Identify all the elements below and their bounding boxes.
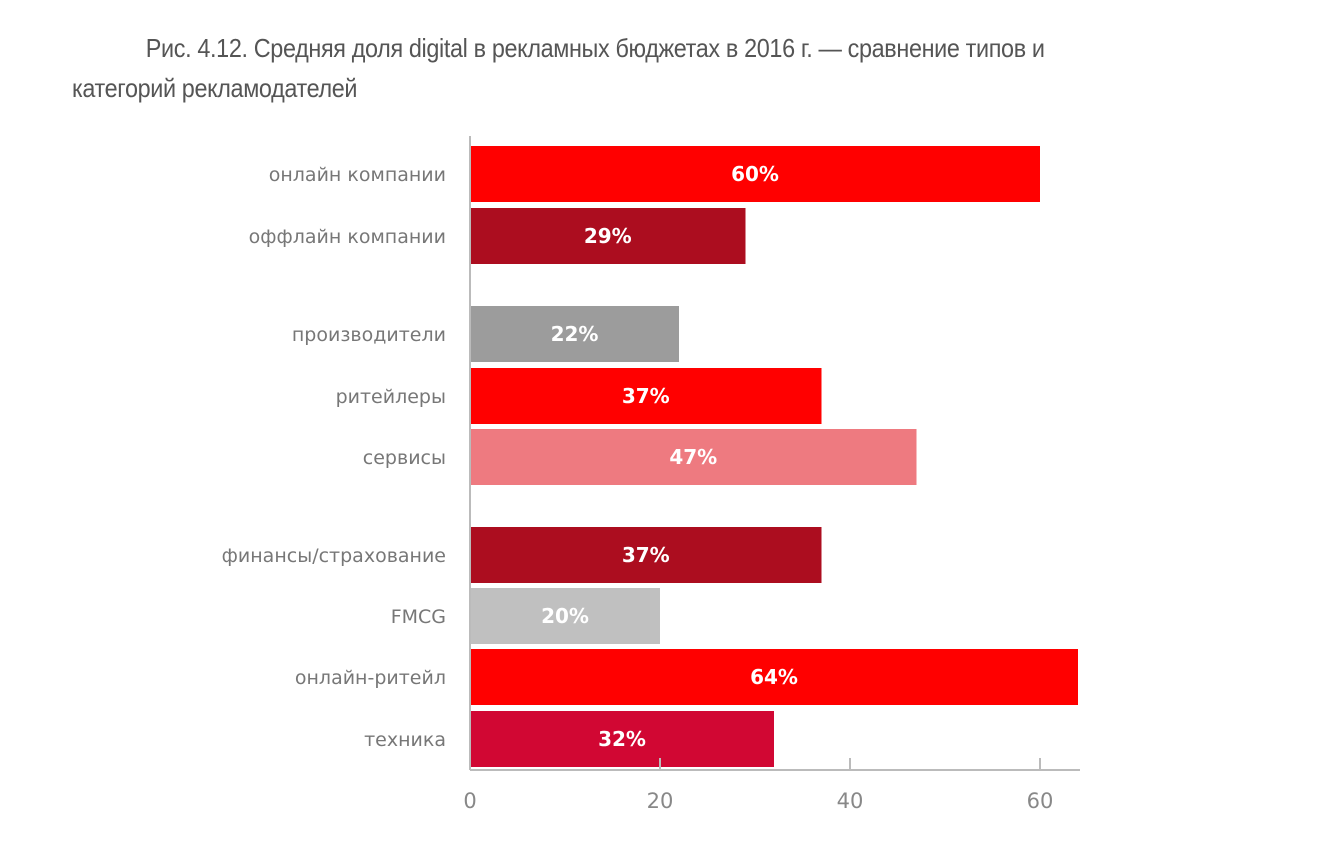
bar-value-label: 32% <box>598 727 646 751</box>
x-tick-label: 40 <box>837 789 864 813</box>
bar <box>470 368 822 424</box>
bar <box>470 306 679 362</box>
category-label: FMCG <box>391 606 446 628</box>
bar-value-label: 29% <box>584 224 632 248</box>
bar <box>470 429 917 485</box>
bar <box>470 146 1040 202</box>
bar <box>470 588 660 644</box>
bar-value-label: 20% <box>541 604 589 628</box>
category-label: производители <box>292 324 446 346</box>
bar-value-label: 47% <box>669 445 717 469</box>
bar-value-label: 22% <box>551 322 599 346</box>
x-tick-label: 0 <box>463 789 476 813</box>
x-tick-label: 60 <box>1027 789 1054 813</box>
category-label: ритейлеры <box>336 386 446 408</box>
chart-title: Рис. 4.12. Средняя доля digital в реклам… <box>72 33 1045 103</box>
category-label: техника <box>364 729 446 751</box>
bar <box>470 649 1078 705</box>
bar <box>470 711 774 767</box>
bar-value-label: 37% <box>622 543 670 567</box>
x-tick-label: 20 <box>647 789 674 813</box>
bar-value-label: 60% <box>731 162 779 186</box>
category-label: оффлайн компании <box>249 226 446 248</box>
category-label: финансы/страхование <box>222 545 446 567</box>
bar <box>470 527 822 583</box>
bar-value-label: 64% <box>750 665 798 689</box>
category-label: онлайн-ритейл <box>295 667 446 689</box>
category-label: онлайн компании <box>269 164 446 186</box>
bar-value-label: 37% <box>622 384 670 408</box>
bar <box>470 208 746 264</box>
category-label: сервисы <box>363 447 446 469</box>
